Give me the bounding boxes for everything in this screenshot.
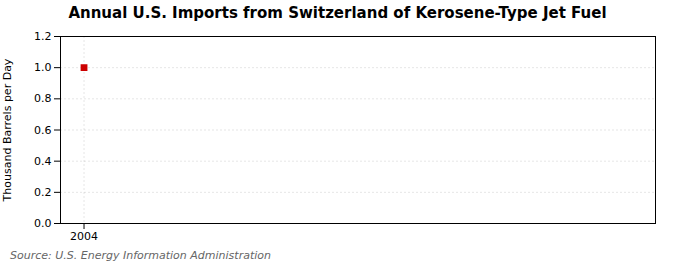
svg-text:0.8: 0.8 (34, 92, 52, 105)
svg-text:0.6: 0.6 (34, 124, 52, 137)
svg-text:0.0: 0.0 (34, 217, 52, 230)
svg-text:1.0: 1.0 (34, 61, 52, 74)
svg-text:Thousand Barrels per Day: Thousand Barrels per Day (1, 58, 14, 202)
svg-text:2004: 2004 (70, 230, 98, 243)
svg-text:1.2: 1.2 (34, 30, 52, 43)
html-text:Source: U.S. Energy Informatio: Source: U.S. Energy Information Administ… (10, 249, 271, 262)
html-text:Annual U.S. Imports from Switz: Annual U.S. Imports from Switzerland of … (68, 4, 607, 22)
svg-text:0.4: 0.4 (34, 155, 52, 168)
svg-text:0.2: 0.2 (34, 186, 52, 199)
